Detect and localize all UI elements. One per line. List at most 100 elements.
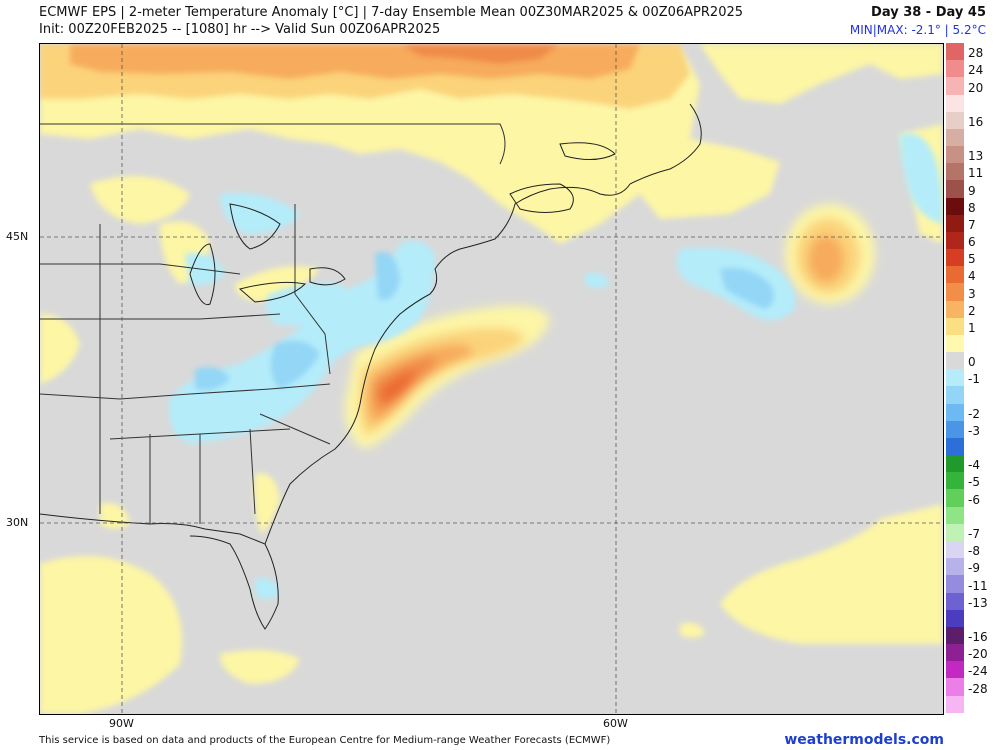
- legend-row: -4: [946, 455, 996, 473]
- legend-swatch: [946, 523, 964, 541]
- legend-row: -20: [946, 644, 996, 662]
- legend-swatch: [946, 592, 964, 610]
- legend-row: [946, 609, 996, 627]
- coastlines-and-borders: [40, 103, 702, 630]
- offshore-warm-anomaly: [345, 305, 550, 449]
- legend-label: -3: [968, 423, 980, 438]
- legend-swatch: [946, 163, 964, 181]
- legend-row: -1: [946, 369, 996, 387]
- legend-swatch: [946, 540, 964, 559]
- legend-label: 1: [968, 320, 976, 335]
- lon-label-90w: 90W: [109, 717, 134, 730]
- legend-label: 13: [968, 149, 984, 164]
- legend-label: 5: [968, 252, 976, 267]
- legend-row: -8: [946, 540, 996, 559]
- legend-swatch: [946, 111, 964, 129]
- legend-label: -28: [968, 681, 988, 696]
- legend-label: 2: [968, 303, 976, 318]
- legend-row: -11: [946, 575, 996, 593]
- legend-row: -16: [946, 626, 996, 645]
- legend-label: 20: [968, 80, 984, 95]
- init-valid-line: Init: 00Z20FEB2025 -- [1080] hr --> Vali…: [39, 22, 441, 37]
- legend-row: 7: [946, 214, 996, 232]
- legend-row: 2: [946, 300, 996, 318]
- legend-label: -4: [968, 458, 980, 473]
- legend-label: 4: [968, 269, 976, 284]
- legend-swatch: [946, 626, 964, 645]
- legend-label: -13: [968, 595, 988, 610]
- legend-swatch: [946, 300, 964, 318]
- legend-label: 9: [968, 183, 976, 198]
- legend-row: 5: [946, 249, 996, 267]
- legend-row: -28: [946, 678, 996, 696]
- legend-label: -20: [968, 647, 988, 662]
- legend-swatch: [946, 678, 964, 696]
- legend-row: -3: [946, 420, 996, 438]
- legend-row: [946, 128, 996, 147]
- legend-row: 20: [946, 77, 996, 95]
- legend-swatch: [946, 128, 964, 147]
- legend-swatch: [946, 437, 964, 456]
- legend-swatch: [946, 369, 964, 387]
- legend-swatch: [946, 231, 964, 250]
- legend-swatch: [946, 94, 964, 112]
- legend-row: [946, 506, 996, 524]
- legend-row: [946, 386, 996, 404]
- legend-row: -9: [946, 558, 996, 576]
- legend-row: 9: [946, 180, 996, 198]
- graticule: [40, 44, 943, 714]
- legend-row: [946, 695, 996, 713]
- legend-row: 0: [946, 352, 996, 370]
- legend-row: 4: [946, 266, 996, 284]
- legend-swatch: [946, 283, 964, 301]
- legend-row: 3: [946, 283, 996, 301]
- legend-swatch: [946, 558, 964, 576]
- legend-swatch: [946, 214, 964, 232]
- legend-swatch: [946, 695, 964, 713]
- legend-swatch: [946, 60, 964, 78]
- legend-swatch: [946, 352, 964, 370]
- brand-link[interactable]: weathermodels.com: [784, 732, 944, 748]
- legend-label: -6: [968, 492, 980, 507]
- legend-row: [946, 94, 996, 112]
- legend-swatch: [946, 661, 964, 679]
- legend-row: -7: [946, 523, 996, 541]
- legend-row: -5: [946, 472, 996, 490]
- legend-label: -7: [968, 526, 980, 541]
- legend-swatch: [946, 266, 964, 284]
- legend-label: 16: [968, 114, 984, 129]
- ecmwf-disclaimer: This service is based on data and produc…: [39, 735, 611, 746]
- legend-swatch: [946, 43, 964, 61]
- legend-swatch: [946, 317, 964, 335]
- lon-label-60w: 60W: [603, 717, 628, 730]
- legend-label: 24: [968, 63, 984, 78]
- lat-label-30n: 30N: [6, 516, 29, 529]
- legend-label: -9: [968, 561, 980, 576]
- legend-row: 24: [946, 60, 996, 78]
- legend-swatch: [946, 506, 964, 524]
- legend-row: 11: [946, 163, 996, 181]
- legend-swatch: [946, 455, 964, 473]
- legend-row: -13: [946, 592, 996, 610]
- legend-swatch: [946, 420, 964, 438]
- legend-label: -5: [968, 475, 980, 490]
- legend-row: [946, 437, 996, 456]
- legend-swatch: [946, 77, 964, 95]
- legend-swatch: [946, 472, 964, 490]
- cool-anomaly-fields: [169, 133, 943, 599]
- legend-swatch: [946, 386, 964, 404]
- legend-row: -24: [946, 661, 996, 679]
- color-legend: 28 24 20 16 13 11 9 8 7 6 5 4 3 2 1 0 -1 -2 -3 -4 -5 -6 -7 -8 -9…: [946, 43, 996, 713]
- warm-anomaly-fields: [40, 44, 943, 714]
- anomaly-map: [39, 43, 944, 715]
- legend-label: 8: [968, 200, 976, 215]
- legend-label: -8: [968, 544, 980, 559]
- legend-label: -1: [968, 372, 980, 387]
- legend-label: -2: [968, 406, 980, 421]
- legend-label: 11: [968, 166, 984, 181]
- legend-label: -24: [968, 664, 988, 679]
- min-max-readout: MIN|MAX: -2.1° | 5.2°C: [849, 23, 986, 37]
- day-range: Day 38 - Day 45: [871, 5, 986, 20]
- legend-label: -16: [968, 630, 988, 645]
- legend-swatch: [946, 197, 964, 215]
